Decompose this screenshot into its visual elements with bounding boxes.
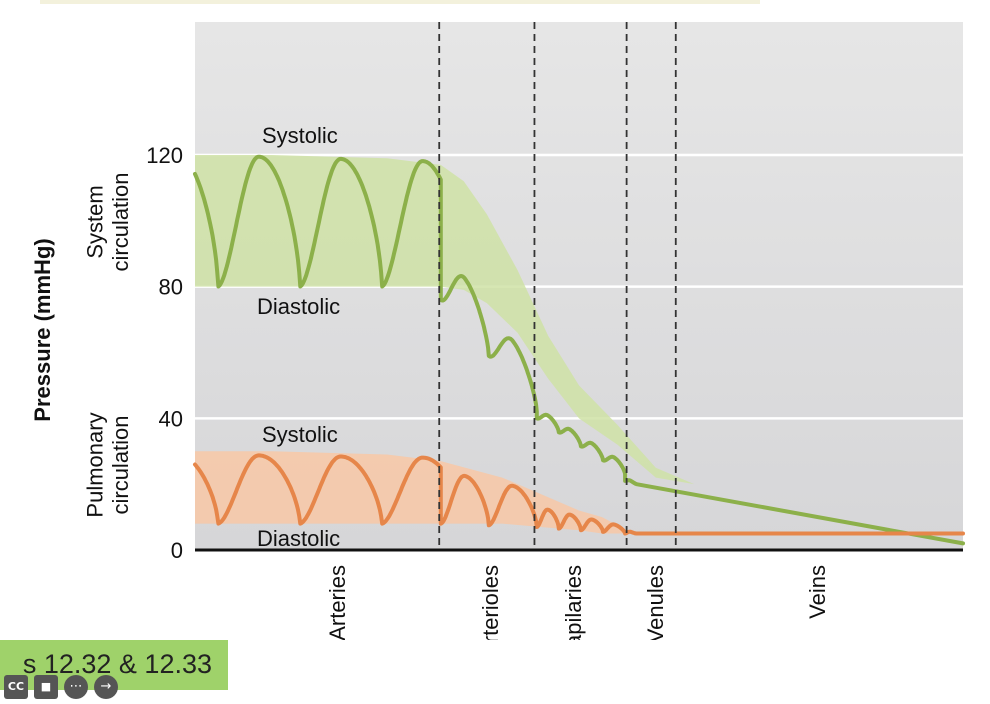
category-label-veins: Veins [805, 565, 830, 619]
systemic-diastolic-label: Diastolic [257, 294, 340, 319]
y-tick-label: 0 [171, 538, 183, 563]
band-systemic-circulation [195, 154, 963, 544]
pressure-chart: 0 40 80 120 Arteries Arterioles Capilaries Ven… [30, 22, 965, 640]
category-label-arteries: Arteries [325, 565, 350, 640]
line-systemic-circulation [193, 154, 965, 546]
top-strip [40, 0, 760, 4]
y-tick-label: 80 [159, 275, 183, 300]
y-tick-label: 40 [159, 406, 183, 431]
systemic-circulation-label: Systemcirculation [83, 172, 133, 271]
caption-text: s 12.32 & 12.33 [22, 649, 212, 679]
pulmonary-systolic-label: Systolic [262, 422, 338, 447]
category-label-capilaries: Capilaries [561, 565, 586, 640]
line-pulmonary-circulation [193, 453, 965, 536]
next-arrow-icon[interactable]: → [94, 675, 118, 699]
pulmonary-diastolic-label: Diastolic [257, 526, 340, 551]
y-tick-label: 120 [146, 143, 183, 168]
cc-icon[interactable]: CC [4, 675, 28, 699]
more-icon[interactable]: ⋯ [64, 675, 88, 699]
video-icon[interactable]: ■ [34, 675, 58, 699]
category-label-venules: Venules [643, 565, 668, 640]
band-pulmonary-circulation [195, 451, 963, 534]
category-label-arterioles: Arterioles [478, 565, 503, 640]
y-axis-title: Pressure (mmHg) [30, 238, 55, 421]
player-controls: CC ■ ⋯ → [4, 674, 118, 700]
pulmonary-circulation-label: Pulmonarycirculation [83, 412, 133, 517]
systemic-systolic-label: Systolic [262, 123, 338, 148]
